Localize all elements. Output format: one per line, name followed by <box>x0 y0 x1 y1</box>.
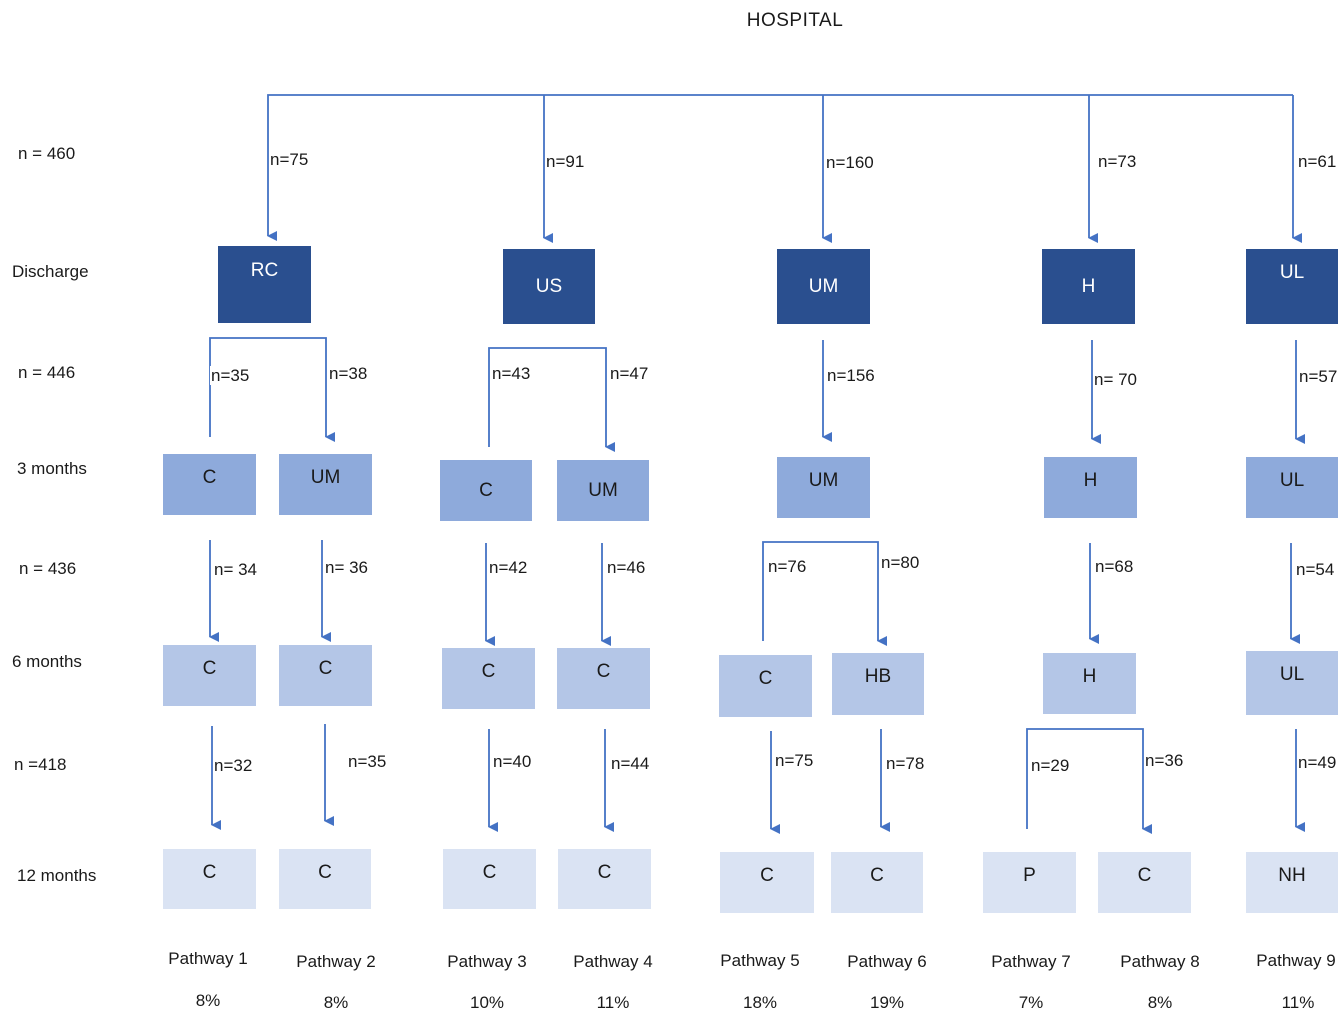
pathway-pct-8: 8% <box>1147 993 1173 1012</box>
arrow-us-split <box>488 347 615 452</box>
count-m6-p2: n= 36 <box>324 558 370 577</box>
discharge-box-rc: RC <box>218 246 311 323</box>
pathway-label-5: Pathway 5 <box>720 951 800 970</box>
count-m6-p4: n=46 <box>606 558 647 577</box>
row-count-2: n = 436 <box>19 559 77 578</box>
m3-box-h: H <box>1044 457 1137 518</box>
arrow-to-rc <box>267 94 1293 241</box>
pathway-pct-7: 7% <box>1018 993 1044 1012</box>
count-m3-h: n= 70 <box>1093 370 1139 389</box>
count-m6-ul: n=54 <box>1295 560 1336 579</box>
m6-box-p5: C <box>719 655 812 717</box>
m3-box-um: UM <box>777 457 870 518</box>
count-m12-p6: n=78 <box>885 754 926 773</box>
m12-box-p7: P <box>983 852 1076 913</box>
count-m12-p4: n=44 <box>610 754 651 773</box>
row-label-3-months: 3 months <box>17 459 87 478</box>
m3-box-p1: C <box>163 454 256 515</box>
count-m12-p8: n=36 <box>1144 751 1185 770</box>
count-m12-p2: n=35 <box>347 752 388 771</box>
m12-box-p9: NH <box>1246 852 1338 913</box>
pathway-pct-5: 18% <box>742 993 778 1012</box>
m12-box-p3: C <box>443 849 536 909</box>
pathway-label-2: Pathway 2 <box>296 952 376 971</box>
m12-box-p2: C <box>279 849 371 909</box>
count-m3-p2: n=38 <box>328 364 369 383</box>
count-to-h: n=73 <box>1097 152 1138 171</box>
arrow-rc-c <box>209 337 335 442</box>
count-m3-um: n=156 <box>826 366 876 385</box>
m6-box-h: H <box>1043 653 1136 714</box>
m12-box-p6: C <box>831 852 923 913</box>
row-count-top: n = 460 <box>18 144 76 163</box>
count-to-rc: n=75 <box>269 150 310 169</box>
count-m12-p1: n=32 <box>213 756 254 775</box>
pathway-label-3: Pathway 3 <box>447 952 527 971</box>
m6-box-p2: C <box>279 645 372 706</box>
count-m6-h: n=68 <box>1094 557 1135 576</box>
pathway-label-6: Pathway 6 <box>847 952 927 971</box>
discharge-box-us: US <box>503 249 595 324</box>
pathway-label-8: Pathway 8 <box>1120 952 1200 971</box>
diagram-title: HOSPITAL <box>746 10 844 31</box>
discharge-box-um: UM <box>777 249 870 324</box>
count-m12-p5: n=75 <box>774 751 815 770</box>
m12-box-p8: C <box>1098 852 1191 913</box>
count-m12-p3: n=40 <box>492 752 533 771</box>
count-m6-p6: n=80 <box>880 553 921 572</box>
row-label-12-months: 12 months <box>17 866 97 885</box>
count-m3-ul: n=57 <box>1298 367 1339 386</box>
arrow-um-split <box>762 541 887 646</box>
count-to-us: n=91 <box>545 152 586 171</box>
pathway-pct-2: 8% <box>323 993 349 1012</box>
m3-box-p3: C <box>440 460 532 521</box>
m12-box-p5: C <box>720 852 814 913</box>
pathway-pct-9: 11% <box>1281 993 1315 1012</box>
pathway-label-9: Pathway 9 <box>1256 951 1336 970</box>
m3-box-ul: UL <box>1246 457 1338 518</box>
count-m3-p4: n=47 <box>609 364 650 383</box>
m3-box-p4: UM <box>557 460 649 521</box>
m6-box-p4: C <box>557 648 650 709</box>
count-m3-p3: n=43 <box>491 364 532 383</box>
count-to-um: n=160 <box>825 153 875 172</box>
discharge-box-h: H <box>1042 249 1135 324</box>
arrow-h-split <box>1026 728 1152 834</box>
row-label-discharge: Discharge <box>12 262 89 281</box>
row-label-6-months: 6 months <box>12 652 82 671</box>
m6-box-p1: C <box>163 645 256 706</box>
count-m12-p7: n=29 <box>1030 756 1071 775</box>
pathway-label-4: Pathway 4 <box>573 952 653 971</box>
count-m6-p5: n=76 <box>767 557 808 576</box>
pathway-pct-1: 8% <box>195 991 221 1010</box>
pathway-label-7: Pathway 7 <box>991 952 1071 971</box>
m12-box-p4: C <box>558 849 651 909</box>
count-to-ul: n=61 <box>1297 152 1338 171</box>
pathway-pct-4: 11% <box>596 993 630 1012</box>
count-m6-p3: n=42 <box>488 558 529 577</box>
pathway-pct-6: 19% <box>869 993 905 1012</box>
count-m3-p1: n=35 <box>210 366 251 385</box>
pathway-label-1: Pathway 1 <box>168 949 248 968</box>
m6-box-p6: HB <box>832 653 924 715</box>
row-count-3: n =418 <box>14 755 67 774</box>
count-m6-p1: n= 34 <box>213 560 259 579</box>
count-m12-p9: n=49 <box>1297 753 1338 772</box>
m12-box-p1: C <box>163 849 256 909</box>
pathway-pct-3: 10% <box>469 993 505 1012</box>
m6-box-ul: UL <box>1246 651 1338 715</box>
row-count-1: n = 446 <box>18 363 76 382</box>
m3-box-p2: UM <box>279 454 372 515</box>
m6-box-p3: C <box>442 648 535 709</box>
discharge-box-ul: UL <box>1246 249 1338 324</box>
